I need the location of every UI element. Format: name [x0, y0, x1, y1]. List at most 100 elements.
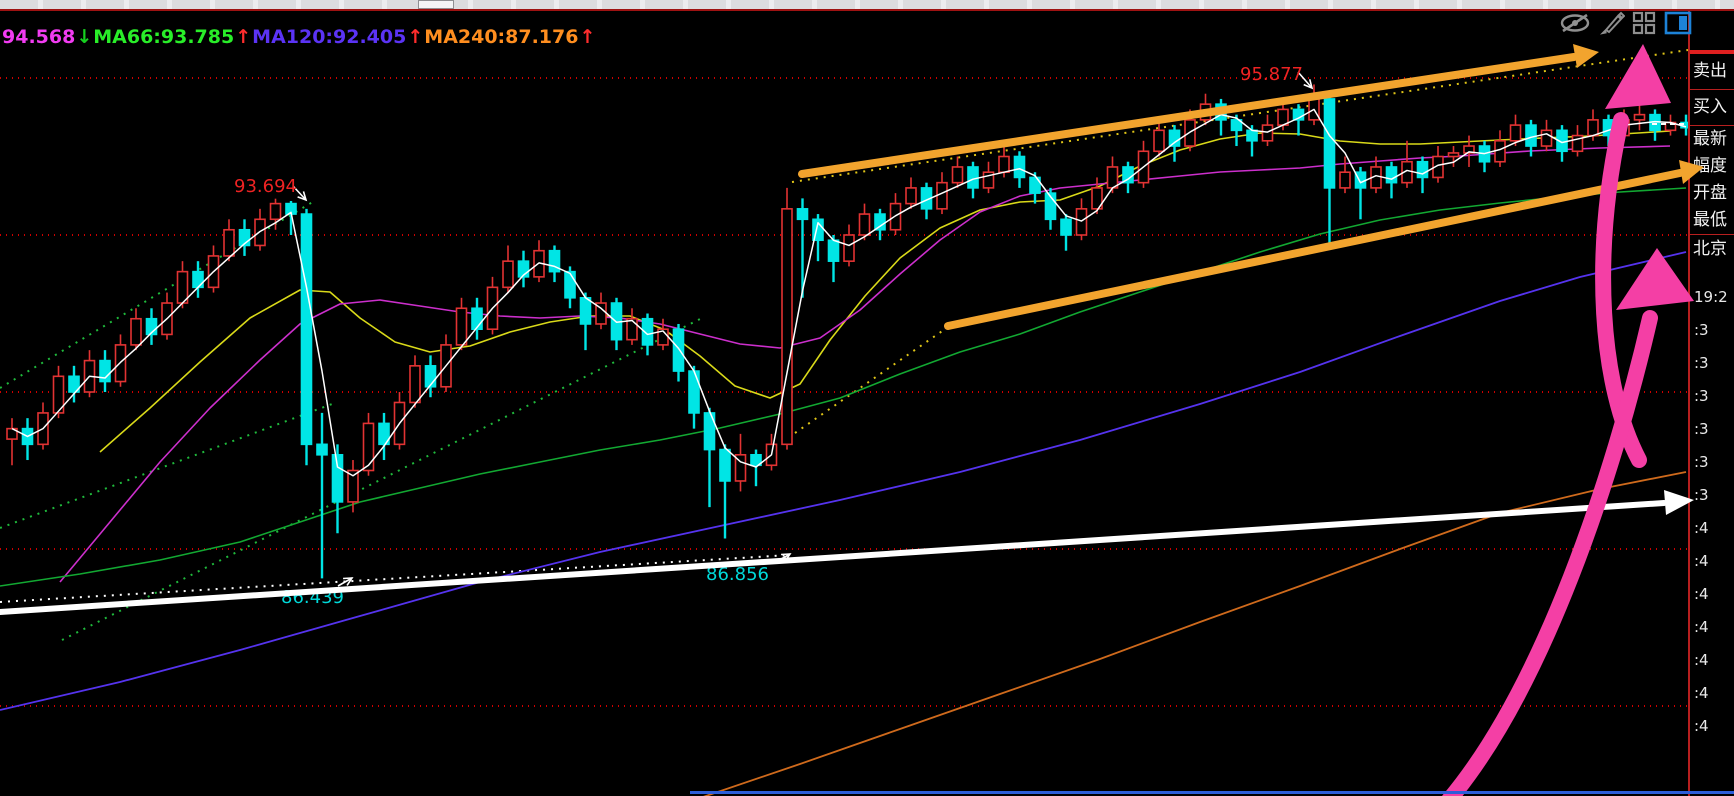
candle-body	[1261, 124, 1274, 142]
time-fragment: :4	[1694, 519, 1709, 537]
candle-body	[1168, 129, 1181, 147]
quote-label-open: 开盘	[1693, 183, 1727, 203]
ma-values-header: 94.568↓MA66:93.785↑MA120:92.405↑MA240:87…	[2, 26, 596, 48]
candle-body	[1075, 208, 1088, 236]
candle-body	[827, 239, 840, 262]
ma-value-0: 94.568	[2, 26, 76, 48]
grid-icon[interactable]	[1632, 11, 1657, 39]
bottom-panel-divider	[690, 791, 1734, 794]
candle-body	[688, 370, 700, 414]
candle-body	[719, 448, 731, 482]
candle-body	[1618, 119, 1630, 137]
top-toolbar[interactable]	[0, 0, 1734, 11]
panel-spacer	[1690, 263, 1734, 281]
candle-body	[130, 317, 142, 346]
candle-body	[905, 187, 917, 205]
candle-body	[1199, 103, 1212, 121]
price-label: 86.439	[281, 587, 344, 608]
time-fragment: :3	[1694, 453, 1709, 471]
candle-body	[564, 270, 576, 299]
time-fragment: :3	[1694, 321, 1709, 339]
candle-body	[1106, 166, 1119, 189]
quote-panel: 卖出 买入 最新 幅度 开盘 最低 北京 19:2:3:3:3:3:3:3:4:…	[1688, 11, 1734, 796]
candle-body	[967, 166, 979, 189]
ma-green	[0, 187, 1687, 587]
candle-body	[145, 317, 158, 336]
time-fragment: :4	[1694, 585, 1709, 603]
candle-body	[781, 208, 793, 446]
price-label: 95.877	[1240, 64, 1303, 85]
ma-value-7: ↑	[579, 26, 596, 48]
green-rising-support	[61, 317, 703, 641]
region-label: 北京	[1693, 239, 1727, 259]
candle-body	[409, 365, 421, 404]
ma-value-3: ↑	[235, 26, 252, 48]
candle-body	[331, 453, 344, 503]
time-fragment: :3	[1694, 486, 1709, 504]
time-fragment: :4	[1694, 651, 1709, 669]
candle-body	[548, 249, 561, 273]
candle-body	[269, 202, 282, 221]
pencil-icon[interactable]	[1599, 11, 1626, 39]
time-column: 19:2:3:3:3:3:3:3:4:4:4:4:4:4:4	[1690, 281, 1734, 743]
time-fragment: :3	[1694, 354, 1709, 372]
ma-orange	[703, 471, 1687, 796]
time-fragment: 19:2	[1694, 288, 1728, 306]
candle-body	[998, 155, 1010, 173]
time-fragment: :4	[1694, 717, 1709, 735]
ma-value-1: ↓	[76, 26, 93, 48]
candle-body	[1215, 103, 1227, 121]
yellow-channel-lower	[794, 326, 949, 434]
candle-body	[1246, 129, 1258, 142]
ma-value-2: MA66:93.785	[93, 26, 235, 48]
candle-body	[192, 270, 204, 289]
candle-body	[1540, 129, 1553, 147]
candle-body	[1339, 171, 1351, 189]
panel-spacer	[1690, 11, 1734, 50]
candle-body	[1385, 166, 1398, 184]
candle-body	[1494, 139, 1506, 163]
candle-body	[579, 296, 592, 325]
candle-body	[1013, 155, 1026, 179]
price-label: 86.856	[706, 564, 769, 585]
candle-body	[238, 228, 251, 247]
candle-body	[734, 453, 747, 482]
candle-body	[1060, 218, 1072, 236]
pointer-arrow	[292, 185, 307, 201]
time-fragment: :4	[1694, 552, 1709, 570]
candle-body	[1587, 119, 1599, 137]
candle-body	[672, 328, 685, 372]
buy-button[interactable]: 买入	[1690, 90, 1734, 126]
candle-body	[1633, 113, 1646, 121]
quote-label-low: 最低	[1690, 207, 1734, 235]
candle-body	[641, 317, 654, 346]
candle-body	[68, 375, 80, 393]
price-label: 93.694	[234, 176, 297, 197]
time-fragment: :3	[1694, 420, 1709, 438]
green-channel-upper	[0, 199, 317, 389]
time-fragment: :4	[1694, 684, 1709, 702]
ma-value-4: MA120:92.405	[252, 26, 407, 48]
time-fragment: :3	[1694, 387, 1709, 405]
ma-violet	[0, 251, 1687, 711]
candle-body	[362, 422, 375, 472]
chart-tool-icons	[1558, 11, 1692, 39]
eye-off-icon[interactable]	[1558, 11, 1592, 39]
toolbar-active-button[interactable]	[418, 0, 454, 9]
panel-toggle-icon[interactable]	[1664, 11, 1692, 39]
candle-body	[626, 317, 638, 341]
candle-body	[378, 422, 390, 446]
candle-body	[951, 166, 964, 184]
candle-body	[1602, 119, 1615, 137]
candle-body	[936, 181, 948, 210]
candle-body	[750, 453, 762, 467]
candle-body	[812, 218, 824, 242]
candle-body	[176, 270, 189, 304]
ma-value-6: MA240:87.176	[424, 26, 579, 48]
sell-button[interactable]: 卖出	[1690, 54, 1734, 90]
candle-body	[502, 260, 514, 289]
candle-body	[1153, 129, 1165, 153]
candle-body	[858, 213, 871, 236]
